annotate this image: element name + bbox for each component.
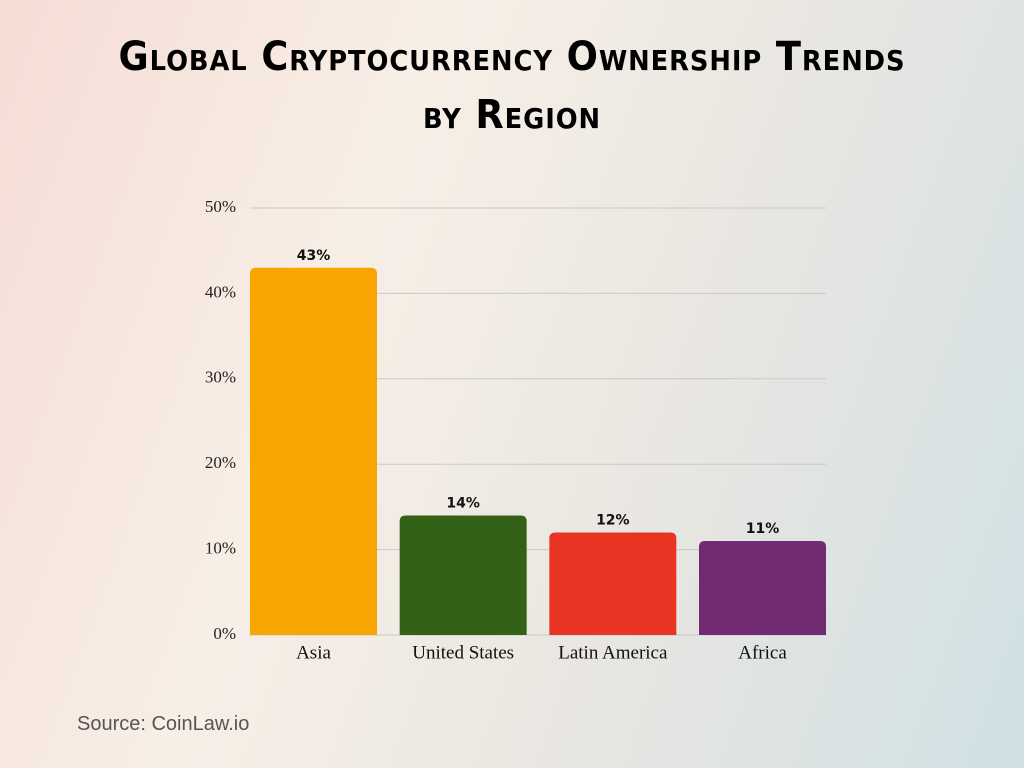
x-tick-label: United States: [412, 642, 514, 663]
bar: [250, 267, 377, 635]
data-label: 14%: [446, 495, 480, 511]
y-tick-label: 50%: [205, 197, 236, 216]
data-label: 11%: [746, 521, 780, 537]
bar: [399, 515, 527, 635]
data-label: 12%: [596, 513, 630, 529]
bar: [699, 541, 826, 635]
y-tick-label: 10%: [205, 539, 236, 558]
y-tick-label: 0%: [213, 624, 236, 643]
x-tick-label: Asia: [296, 642, 331, 663]
source-note: Source: CoinLaw.io: [77, 713, 250, 735]
y-tick-label: 20%: [205, 453, 236, 472]
x-tick-label: Africa: [738, 642, 787, 663]
y-tick-label: 40%: [205, 282, 236, 301]
y-tick-label: 30%: [205, 368, 236, 387]
chart-title: Global Cryptocurrency Ownership Trends b…: [118, 34, 906, 138]
x-tick-label: Latin America: [558, 642, 668, 663]
bar: [549, 532, 677, 635]
data-label: 43%: [297, 248, 331, 264]
